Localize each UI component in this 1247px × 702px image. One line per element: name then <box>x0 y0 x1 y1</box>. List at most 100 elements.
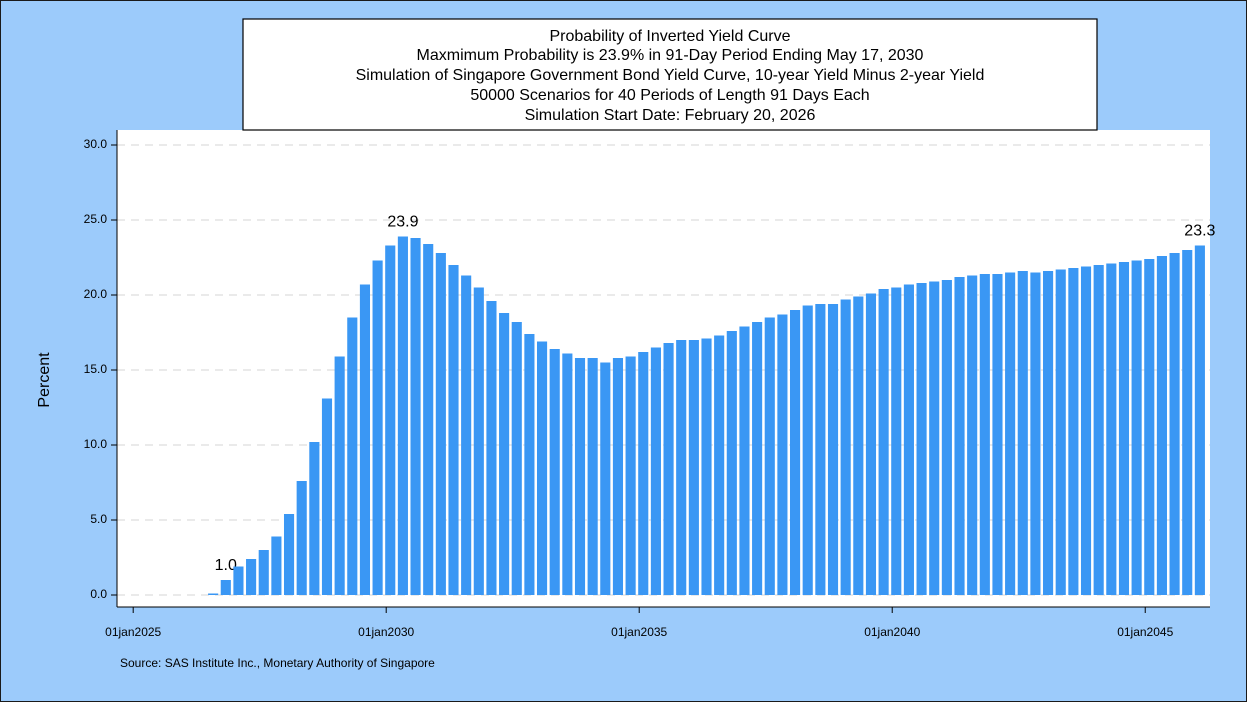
bar <box>1030 272 1041 595</box>
bar <box>752 322 763 595</box>
bar <box>473 287 484 595</box>
bar <box>309 442 320 595</box>
bar <box>714 335 725 595</box>
bar <box>967 275 978 595</box>
bar <box>1017 271 1028 595</box>
bar <box>1080 266 1092 595</box>
y-tick-label: 20.0 <box>84 287 108 301</box>
bar <box>536 341 548 595</box>
bar <box>941 280 952 595</box>
bars: 1.0 23.9 23.3 <box>208 214 1216 595</box>
chart-subtitle: Simulation Start Date: February 20, 2026 <box>525 107 816 124</box>
bar <box>321 398 333 595</box>
bar <box>1005 272 1016 595</box>
bar <box>979 274 990 595</box>
bar <box>726 331 737 595</box>
bar <box>1131 260 1142 595</box>
bar <box>1068 268 1079 595</box>
bar <box>764 317 775 595</box>
bar <box>1106 263 1117 595</box>
bar <box>638 352 649 595</box>
bar <box>549 349 560 595</box>
source-note: Source: SAS Institute Inc., Monetary Aut… <box>120 656 435 670</box>
y-axis-label: Percent <box>36 352 53 408</box>
bar <box>524 334 535 595</box>
value-label: 23.3 <box>1184 223 1215 240</box>
bar <box>790 310 801 595</box>
bar <box>296 481 307 595</box>
bar <box>688 340 699 595</box>
bar <box>587 358 598 595</box>
bar <box>625 356 636 595</box>
bar <box>271 536 282 595</box>
bar <box>802 305 813 595</box>
chart-subtitle: Maxmimum Probability is 23.9% in 91-Day … <box>417 47 924 64</box>
x-tick-label: 01jan2035 <box>611 625 667 639</box>
bar <box>1182 250 1193 595</box>
bar <box>777 314 788 595</box>
chart-subtitle: Simulation of Singapore Government Bond … <box>356 67 985 84</box>
axes: 0.0 5.0 10.0 15.0 20.0 25.0 30.0 01jan2025 01jan… <box>84 130 1210 639</box>
bar <box>1156 256 1167 595</box>
y-tick-label: 25.0 <box>84 212 108 226</box>
bar <box>461 275 472 595</box>
bar <box>562 353 573 595</box>
bar <box>220 580 231 595</box>
bar <box>903 284 914 595</box>
chart-title: Probability of Inverted Yield Curve <box>549 28 790 45</box>
x-tick-label: 01jan2040 <box>864 625 920 639</box>
chart-subtitle: 50000 Scenarios for 40 Periods of Length… <box>470 87 869 104</box>
bar <box>397 236 408 595</box>
bar <box>916 283 927 595</box>
bar <box>1093 265 1104 595</box>
bar <box>865 293 877 595</box>
x-tick-label: 01jan2045 <box>1117 625 1173 639</box>
bar <box>1043 271 1054 595</box>
y-tick-label: 10.0 <box>84 437 108 451</box>
bar <box>827 304 839 595</box>
bar <box>233 566 244 595</box>
bar <box>574 358 586 595</box>
bar <box>676 340 687 595</box>
bar <box>486 301 497 595</box>
bar <box>246 559 257 595</box>
bar <box>1194 245 1205 595</box>
bar <box>954 277 965 595</box>
x-tick-label: 01jan2030 <box>358 625 414 639</box>
bar <box>423 244 434 595</box>
bar <box>448 265 459 595</box>
bar <box>739 326 750 595</box>
bar <box>612 358 624 595</box>
bar <box>992 274 1003 595</box>
bar <box>701 338 712 595</box>
bar <box>511 322 522 595</box>
bar <box>891 287 902 595</box>
bar <box>347 317 358 595</box>
bar <box>283 514 295 595</box>
y-tick-label: 5.0 <box>90 512 107 526</box>
bar <box>258 550 269 595</box>
value-label: 1.0 <box>215 557 237 574</box>
bar <box>663 343 674 595</box>
bar <box>1055 269 1066 595</box>
bar <box>359 284 371 595</box>
bar <box>208 593 219 595</box>
bar <box>840 299 851 595</box>
bar <box>372 260 383 595</box>
bar <box>929 281 940 595</box>
y-tick-label: 15.0 <box>84 362 108 376</box>
y-tick-label: 30.0 <box>84 137 108 151</box>
bar <box>1118 262 1130 595</box>
bar <box>334 356 345 595</box>
title-box <box>242 18 1098 131</box>
bar <box>435 253 446 595</box>
bar <box>853 296 864 595</box>
bar <box>410 238 421 595</box>
bar <box>1144 259 1155 595</box>
bar <box>499 313 510 595</box>
y-tick-label: 0.0 <box>90 587 107 601</box>
bar <box>815 304 826 595</box>
bar <box>650 347 661 595</box>
